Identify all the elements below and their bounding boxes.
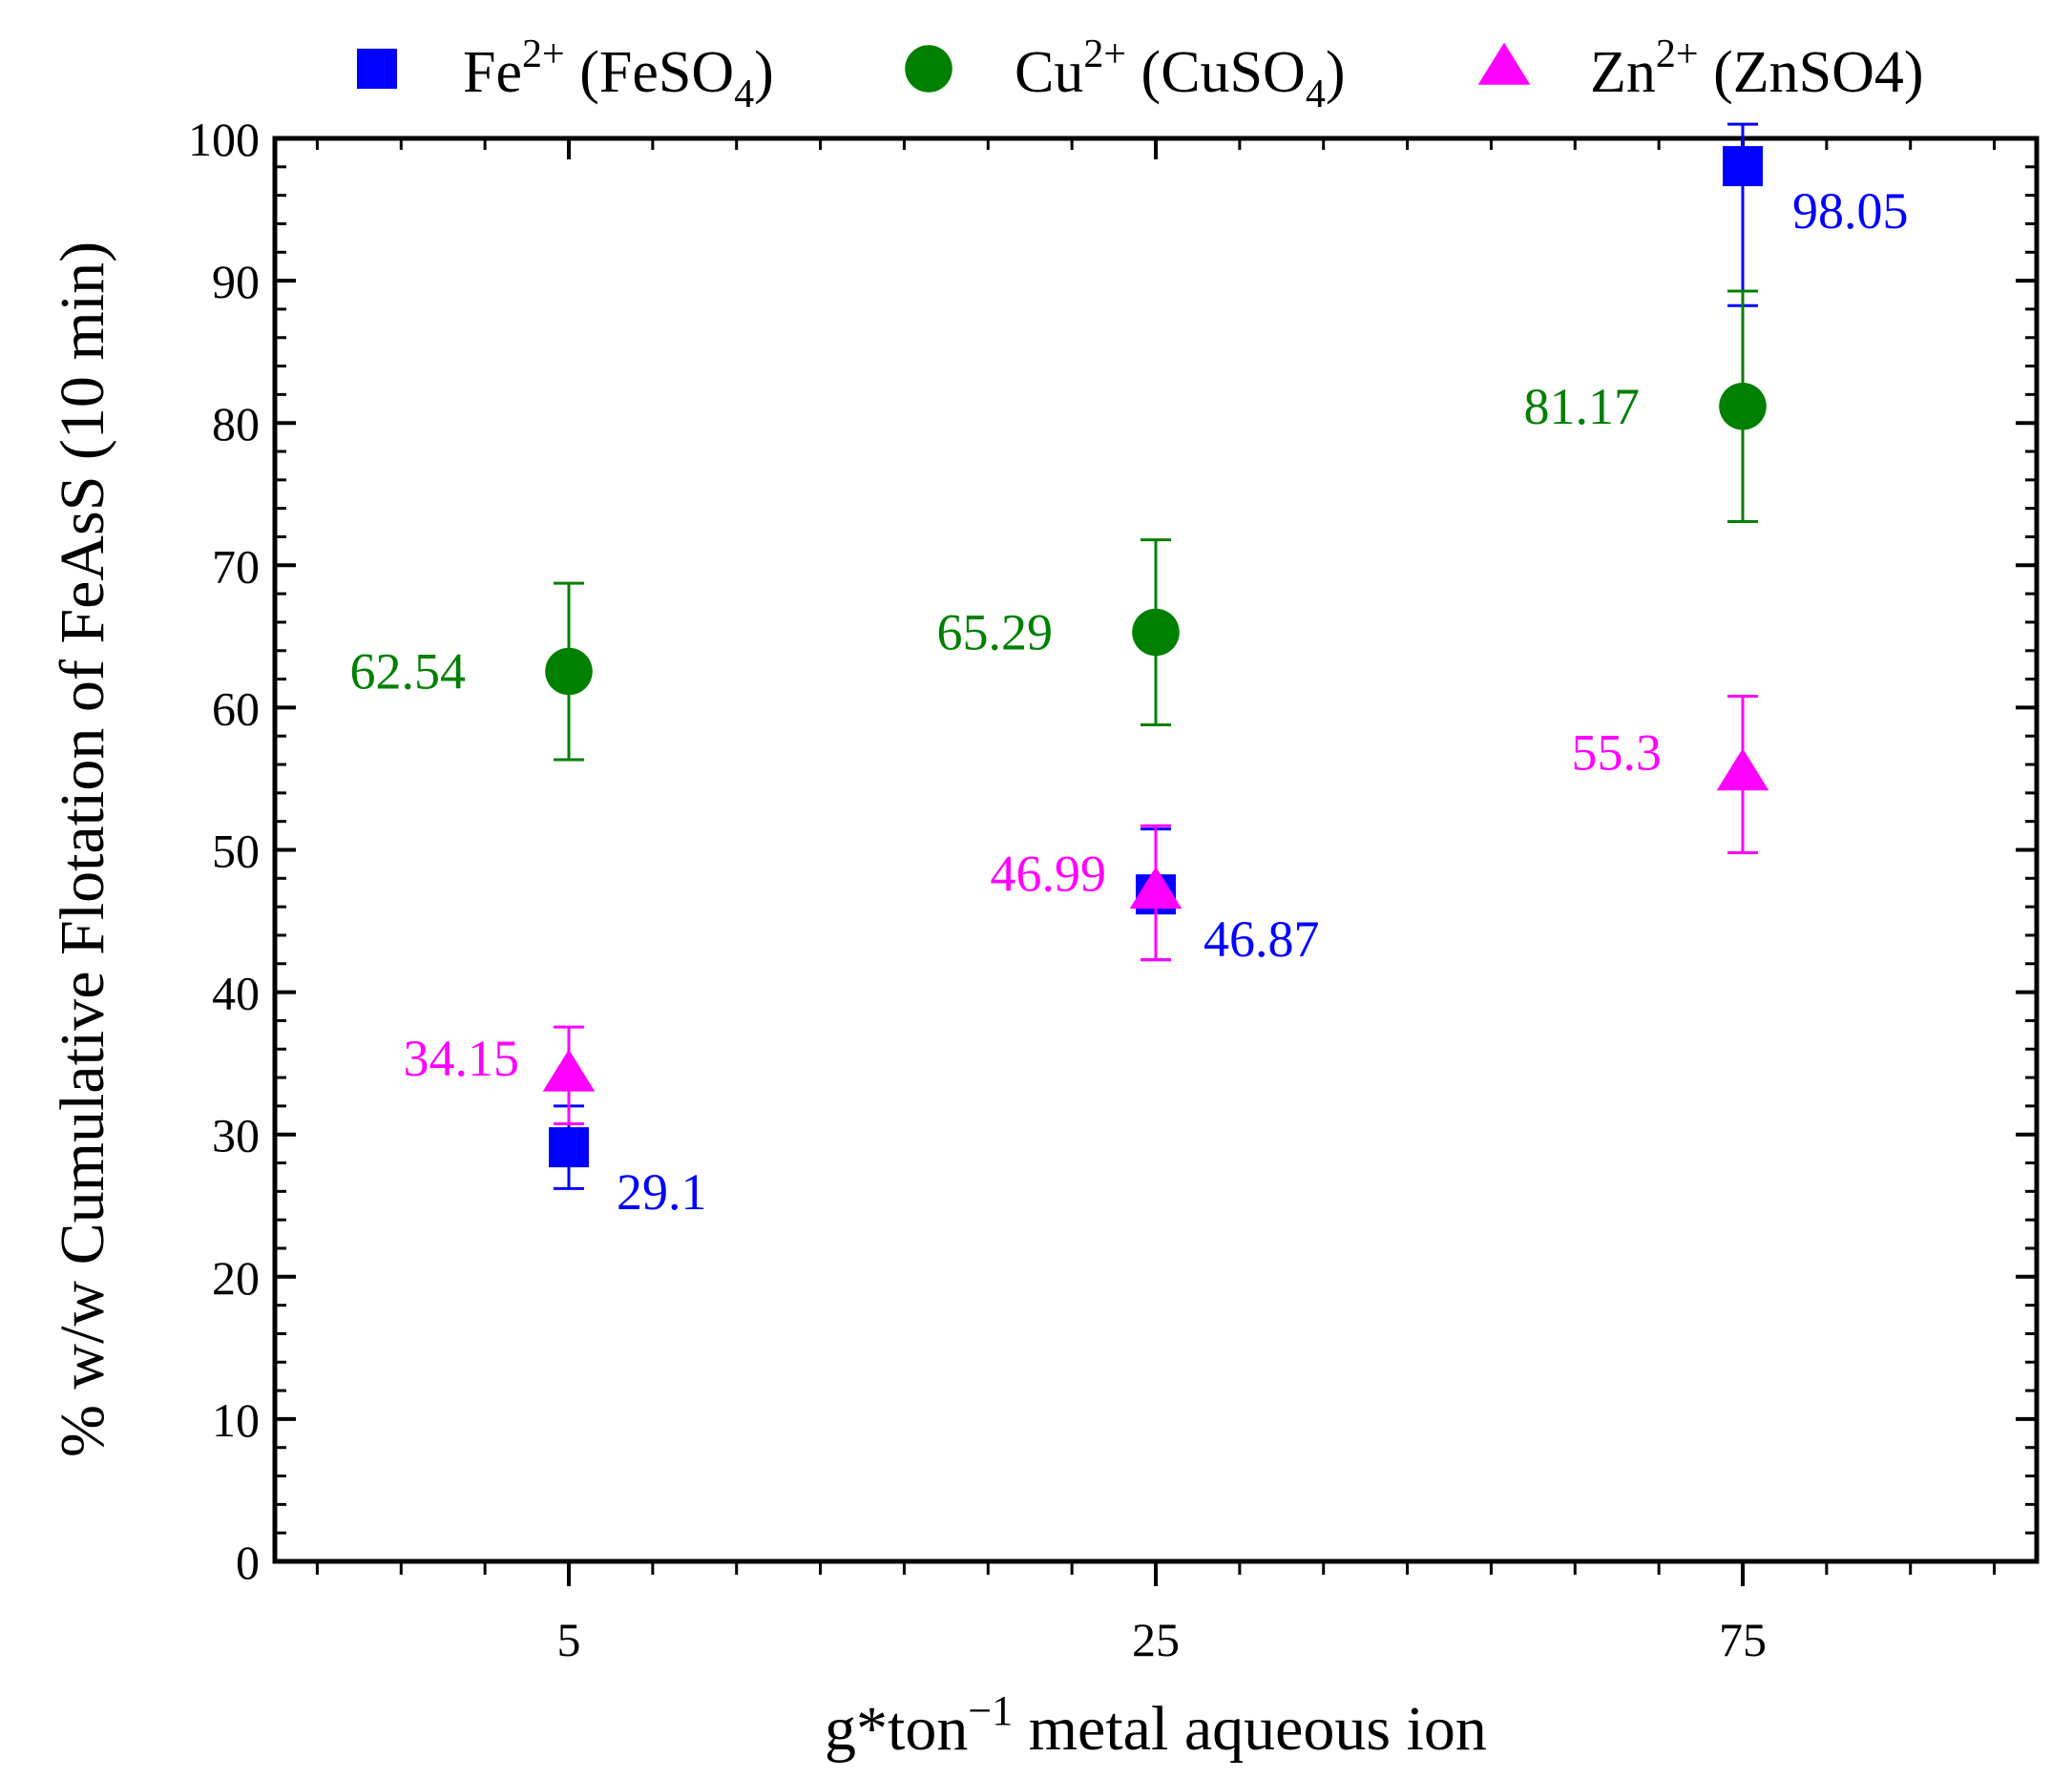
y-axis: 0 10 20 30 40 50 60 70 80 90 100 <box>188 113 2037 1589</box>
y-tick-label: 40 <box>212 967 260 1020</box>
legend-label: Fe2+ (FeSO4) <box>463 32 774 116</box>
data-point <box>1129 867 1183 910</box>
y-tick-label: 30 <box>212 1109 260 1162</box>
data-point <box>1132 608 1180 657</box>
data-label: 55.3 <box>1572 723 1663 781</box>
legend-item-fe: Fe2+ (FeSO4) <box>357 32 774 116</box>
y-tick-label: 20 <box>212 1251 260 1305</box>
x-tick-label: 5 <box>557 1613 581 1666</box>
data-label: 98.05 <box>1792 182 1909 240</box>
y-tick-label: 80 <box>212 397 260 450</box>
legend-label: Cu2+ (CuSO4) <box>1015 32 1345 116</box>
data-point <box>1723 146 1763 187</box>
y-tick-label: 100 <box>188 113 260 166</box>
data-label: 46.87 <box>1203 910 1320 968</box>
data-point <box>1719 382 1767 430</box>
series-fe: 29.1 46.87 98.05 <box>549 122 1909 1221</box>
data-point <box>545 647 593 696</box>
legend-marker <box>357 49 397 89</box>
data-point <box>1716 748 1769 791</box>
data-label: 34.15 <box>404 1030 520 1087</box>
legend-label: Zn2+ (ZnSO4) <box>1590 32 1923 105</box>
data-label: 81.17 <box>1524 378 1641 435</box>
legend-item-cu: Cu2+ (CuSO4) <box>905 32 1345 116</box>
series-cu: 62.54 65.29 81.17 <box>350 289 1767 762</box>
data-label: 62.54 <box>350 643 467 701</box>
data-point <box>549 1127 589 1168</box>
data-label: 65.29 <box>937 604 1054 661</box>
legend: Fe2+ (FeSO4) Cu2+ (CuSO4) Zn2+ (ZnSO4) <box>357 32 1923 116</box>
x-tick-label: 25 <box>1132 1613 1180 1666</box>
y-tick-label: 70 <box>212 539 260 593</box>
x-axis-label: g*ton−1 metal aqueous ion <box>825 1687 1487 1764</box>
y-axis-label: % w/w Cumulative Flotation of FeAsS (10 … <box>48 241 117 1457</box>
series-layer: 29.1 46.87 98.05 62.54 65.29 81.17 34.15 46.99 5… <box>350 122 1909 1221</box>
y-tick-label: 60 <box>212 681 260 735</box>
data-label: 29.1 <box>617 1163 707 1221</box>
series-zn: 34.15 46.99 55.3 <box>404 694 1769 1126</box>
legend-marker <box>905 45 952 93</box>
data-point <box>542 1049 596 1092</box>
data-label: 46.99 <box>991 845 1107 902</box>
y-tick-label: 90 <box>212 255 260 308</box>
y-tick-label: 0 <box>236 1536 260 1589</box>
x-tick-label: 75 <box>1719 1613 1767 1666</box>
y-tick-label: 10 <box>212 1393 260 1447</box>
y-tick-label: 50 <box>212 825 260 878</box>
x-axis: 5 25 75 <box>315 138 1997 1666</box>
legend-item-zn: Zn2+ (ZnSO4) <box>1477 32 1923 105</box>
legend-marker <box>1477 42 1531 85</box>
